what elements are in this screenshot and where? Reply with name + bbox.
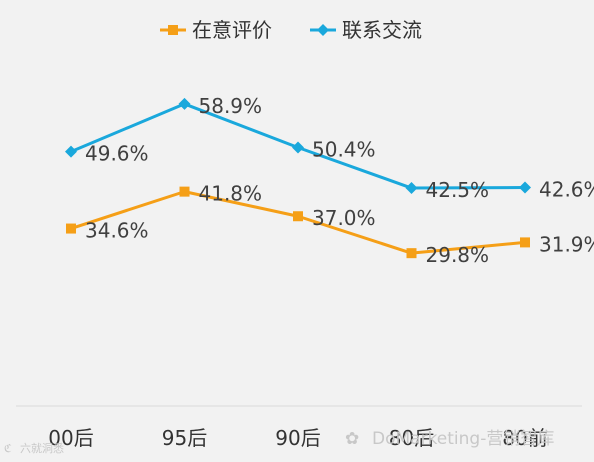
watermark-right-text: DoMarketing-营销智库: [372, 429, 554, 449]
data-point-1-1: [178, 97, 191, 110]
x-tick-label-2: 90后: [275, 426, 320, 450]
data-label-0-4: 31.9%: [539, 232, 594, 256]
data-label-1-4: 42.6%: [539, 178, 594, 202]
legend: 在意评价 联系交流: [160, 18, 422, 42]
data-label-0-3: 29.8%: [426, 243, 490, 267]
data-point-0-4: [520, 237, 530, 248]
x-tick-label-4: 80前: [502, 426, 547, 450]
data-point-0-1: [179, 186, 190, 197]
x-tick-label-0: 00后: [48, 426, 93, 450]
data-label-1-0: 49.6%: [85, 142, 149, 166]
data-point-0-0: [66, 223, 76, 234]
watermark-left-text: 六就洞悉: [20, 441, 64, 455]
wechat-icon: ✿: [345, 429, 359, 449]
legend-marker-1: [317, 24, 329, 36]
x-axis-ticks: 00后 95后 90后 80后 80前: [48, 426, 547, 450]
data-label-0-0: 34.6%: [85, 219, 149, 243]
legend-item-1: 联系交流: [310, 18, 422, 42]
data-point-0-3: [406, 248, 417, 259]
data-point-1-0: [65, 145, 77, 158]
legend-marker-0: [168, 25, 178, 35]
watermark-right: ✿ DoMarketing-营销智库: [345, 429, 554, 449]
x-tick-label-3: 80后: [389, 426, 434, 450]
legend-label-0: 在意评价: [192, 18, 272, 42]
legend-label-1: 联系交流: [342, 18, 422, 42]
x-tick-label-1: 95后: [162, 426, 207, 450]
data-point-1-3: [405, 182, 418, 195]
data-label-1-1: 58.9%: [199, 94, 263, 118]
data-label-0-2: 37.0%: [312, 206, 376, 230]
data-point-1-2: [292, 141, 304, 154]
watermark-left-icon: ℭ: [4, 442, 12, 455]
data-label-0-1: 41.8%: [199, 182, 263, 206]
data-point-0-2: [293, 211, 303, 222]
data-label-1-3: 42.5%: [426, 178, 490, 202]
legend-item-0: 在意评价: [160, 18, 272, 42]
plot-area: 34.6% 41.8% 37.0% 29.8% 31.9% 49.6% 58.9% 50.4%…: [65, 94, 594, 267]
data-label-1-2: 50.4%: [312, 138, 376, 162]
watermark-left: ℭ 六就洞悉: [4, 441, 64, 455]
data-point-1-4: [519, 181, 531, 194]
